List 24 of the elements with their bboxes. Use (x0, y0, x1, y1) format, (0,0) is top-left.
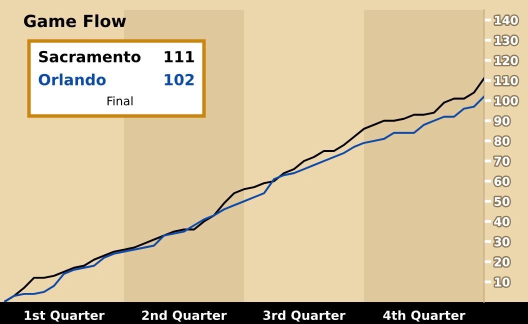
y-tick-label: 90 (494, 116, 510, 126)
y-tick-label: 60 (494, 176, 510, 186)
x-tick-label: 2nd Quarter (142, 310, 227, 322)
y-tick-label: 110 (495, 76, 518, 86)
y-tick-label: 130 (495, 36, 518, 45)
y-tick-label: 70 (494, 156, 510, 166)
x-tick-label: 4th Quarter (383, 310, 466, 322)
y-tick-label: 140 (495, 16, 518, 25)
text: Orlando (38, 74, 106, 86)
y-tick-label: 120 (495, 56, 518, 65)
y-tick-label: 10 (495, 278, 510, 287)
y-tick-label: 80 (494, 136, 510, 146)
x-tick-label: 1st Quarter (24, 310, 105, 322)
annotation: 111 (164, 51, 194, 62)
chart-title: Game Flow (24, 14, 126, 28)
y-tick-label: 20 (494, 257, 510, 266)
y-tick-label: 50 (494, 197, 510, 206)
text: Sacramento (39, 50, 141, 62)
x-tick-label: 3rd Quarter (263, 310, 346, 322)
annotation: 102 (164, 74, 194, 86)
y-tick-label: 100 (495, 96, 518, 106)
y-tick-label: 40 (494, 217, 510, 226)
annotation: Final (108, 96, 132, 106)
y-tick-label: 30 (494, 237, 510, 246)
